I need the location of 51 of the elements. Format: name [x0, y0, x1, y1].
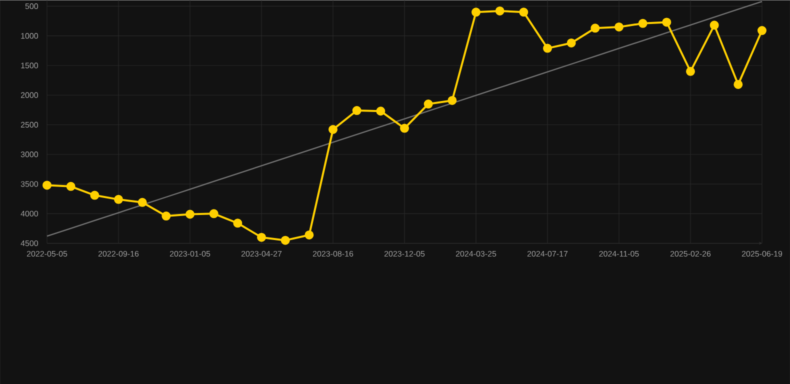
point — [543, 44, 552, 53]
point — [257, 232, 266, 242]
point — [328, 124, 338, 134]
point — [42, 180, 52, 190]
point — [352, 106, 362, 115]
x-tick-label: 2022-05-05 — [26, 250, 68, 256]
y-tick-label: 3500 — [20, 181, 38, 187]
point — [209, 209, 218, 218]
y-tick-label: 2000 — [20, 92, 38, 98]
x-tick-label: 2024-03-25 — [456, 250, 496, 256]
point — [66, 182, 76, 191]
y-tick-label: 4000 — [20, 210, 38, 216]
point — [138, 198, 147, 207]
x-tick-label: 2024-11-05 — [599, 250, 639, 256]
point — [590, 24, 600, 33]
point — [734, 80, 743, 89]
y-tick-label: 2500 — [20, 122, 38, 128]
x-tick-label: 2022-09-16 — [98, 250, 139, 256]
point — [638, 18, 648, 28]
point — [757, 26, 766, 35]
point — [376, 106, 386, 116]
y-tick-label: 500 — [25, 3, 38, 9]
point — [424, 99, 433, 108]
x-tick-label: 2023-04-27 — [241, 250, 282, 256]
point — [614, 22, 624, 32]
point — [186, 210, 195, 219]
x-tick-label: 2025-06-19 — [742, 250, 782, 256]
point — [233, 218, 242, 228]
x-tick-label: 2024-07-17 — [527, 250, 568, 256]
point — [686, 66, 695, 76]
point — [710, 20, 719, 30]
point — [566, 38, 576, 48]
point — [114, 194, 124, 204]
x-tick-label: 2023-01-05 — [170, 250, 210, 256]
point — [162, 211, 171, 220]
y-tick-label: 4500 — [20, 240, 38, 246]
x-tick-label: 2025-02-26 — [670, 250, 711, 256]
point — [448, 96, 457, 105]
point — [495, 6, 504, 16]
y-tick-label: 1500 — [21, 62, 38, 68]
point — [90, 190, 100, 200]
x-tick-label: 2023-08-16 — [312, 250, 354, 256]
point — [519, 8, 528, 17]
x-tick-label: 2023-12-05 — [384, 250, 425, 256]
y-tick-label: 1000 — [21, 32, 38, 39]
point — [472, 8, 480, 17]
point — [662, 18, 672, 27]
point — [304, 230, 314, 240]
point — [400, 124, 410, 133]
point — [280, 236, 290, 245]
y-tick-label: 3000 — [20, 151, 38, 158]
